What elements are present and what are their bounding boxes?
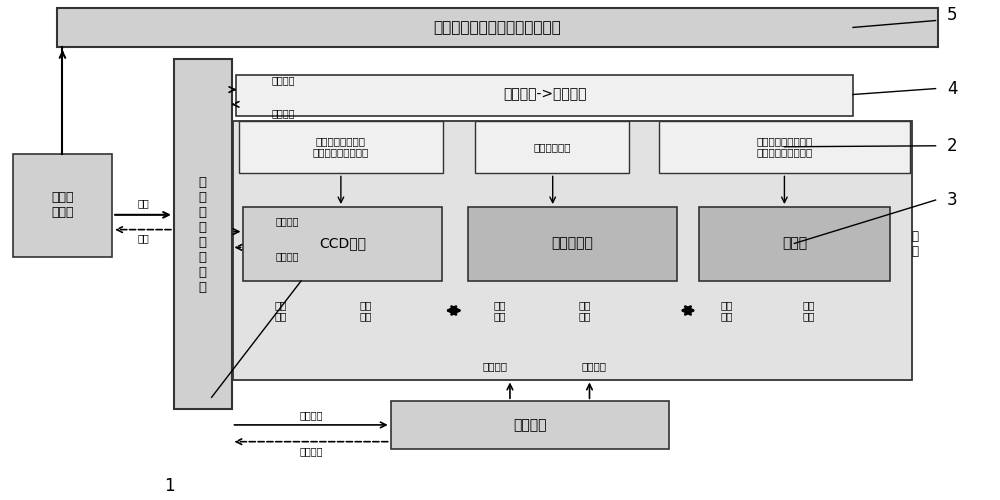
Text: 双色高温计: 双色高温计 — [552, 236, 594, 250]
Text: 2: 2 — [947, 137, 958, 155]
Bar — [659, 121, 910, 174]
Bar — [699, 207, 890, 281]
Text: 智能控
制系统: 智能控 制系统 — [51, 191, 74, 219]
Bar — [475, 121, 629, 174]
Text: 去噪
学习: 去噪 学习 — [360, 300, 372, 322]
Text: 控制信号: 控制信号 — [275, 216, 299, 226]
Bar — [239, 121, 443, 174]
Text: 基于特征的训练模
型、去干扰、大数据: 基于特征的训练模 型、去干扰、大数据 — [313, 136, 369, 158]
Bar — [233, 121, 912, 380]
Bar — [243, 207, 442, 281]
Text: 信号: 信号 — [137, 234, 149, 243]
Text: 图像
深度: 图像 深度 — [275, 300, 287, 322]
Text: CCD检测: CCD检测 — [319, 236, 366, 250]
Text: 3: 3 — [947, 191, 958, 209]
Text: 结构光: 结构光 — [782, 236, 807, 250]
Text: 运动参数: 运动参数 — [483, 360, 508, 370]
Text: 窄带滤波、衰减、相
位编码、增强和修复: 窄带滤波、衰减、相 位编码、增强和修复 — [756, 136, 813, 158]
Bar — [391, 401, 669, 448]
Bar — [468, 207, 677, 281]
Text: 数据融合->评价模型: 数据融合->评价模型 — [503, 88, 587, 102]
Text: 工况
故障: 工况 故障 — [578, 300, 591, 322]
Text: 1: 1 — [165, 477, 175, 495]
Bar — [57, 8, 938, 47]
Text: 物理
形貌: 物理 形貌 — [802, 300, 815, 322]
Text: 反馈信号: 反馈信号 — [271, 108, 295, 118]
Text: 干
扰: 干 扰 — [911, 230, 918, 258]
Text: 控制信号: 控制信号 — [299, 410, 323, 420]
Text: 温度波动曲线: 温度波动曲线 — [534, 142, 571, 152]
Text: 数据管理系统（含工艺数据库）: 数据管理系统（含工艺数据库） — [433, 20, 561, 35]
Text: 5: 5 — [947, 6, 958, 24]
Text: 4: 4 — [947, 80, 958, 98]
Bar — [174, 59, 232, 409]
Text: 反馈信号: 反馈信号 — [299, 446, 323, 456]
Text: 运动载体: 运动载体 — [513, 418, 547, 432]
Bar — [13, 154, 112, 257]
Text: 工艺参数: 工艺参数 — [582, 360, 607, 370]
Text: 控制信号: 控制信号 — [271, 74, 295, 85]
Text: 增
材
制
造
检
测
系
统: 增 材 制 造 检 测 系 统 — [199, 176, 207, 294]
Bar — [236, 75, 853, 116]
Text: 数据: 数据 — [137, 198, 149, 208]
Text: 反馈信号: 反馈信号 — [275, 252, 299, 262]
Text: 热体
三维: 热体 三维 — [720, 300, 733, 322]
Text: 极端
设备: 极端 设备 — [494, 300, 506, 322]
